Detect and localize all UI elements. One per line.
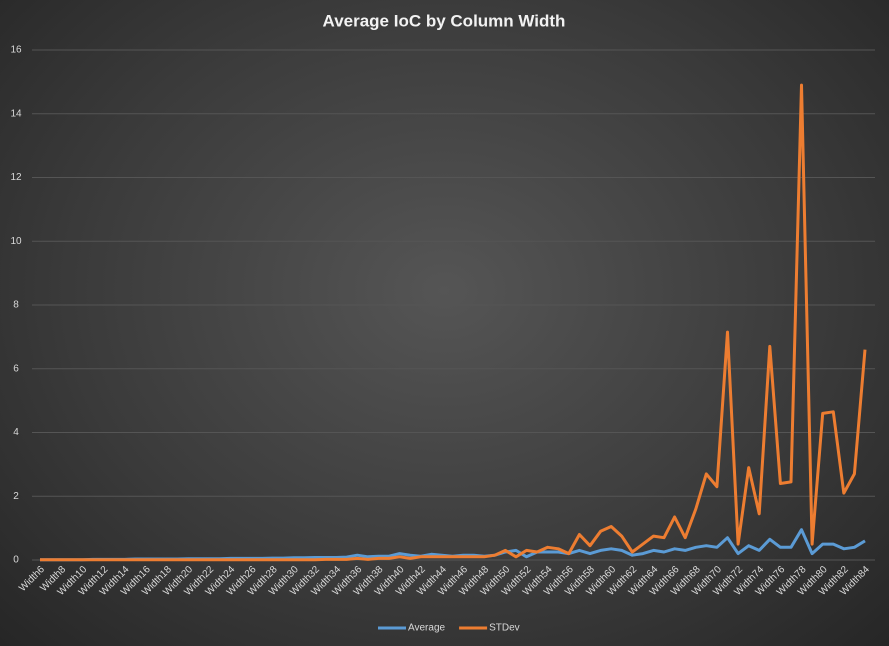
y-tick-label: 6 bbox=[13, 363, 19, 374]
y-tick-label: 8 bbox=[13, 300, 19, 311]
y-tick-label: 2 bbox=[13, 491, 19, 502]
y-tick-label: 10 bbox=[10, 236, 22, 247]
chart-title: Average IoC by Column Width bbox=[323, 11, 566, 30]
y-tick-label: 12 bbox=[10, 172, 22, 183]
y-tick-label: 4 bbox=[13, 427, 19, 438]
line-series bbox=[40, 83, 867, 562]
y-tick-label: 0 bbox=[13, 555, 19, 566]
y-tick-label: 14 bbox=[10, 108, 22, 119]
legend-label: Average bbox=[408, 623, 446, 634]
y-tick-label: 16 bbox=[10, 45, 22, 56]
legend-label: STDev bbox=[489, 623, 520, 634]
line-series bbox=[40, 528, 866, 562]
